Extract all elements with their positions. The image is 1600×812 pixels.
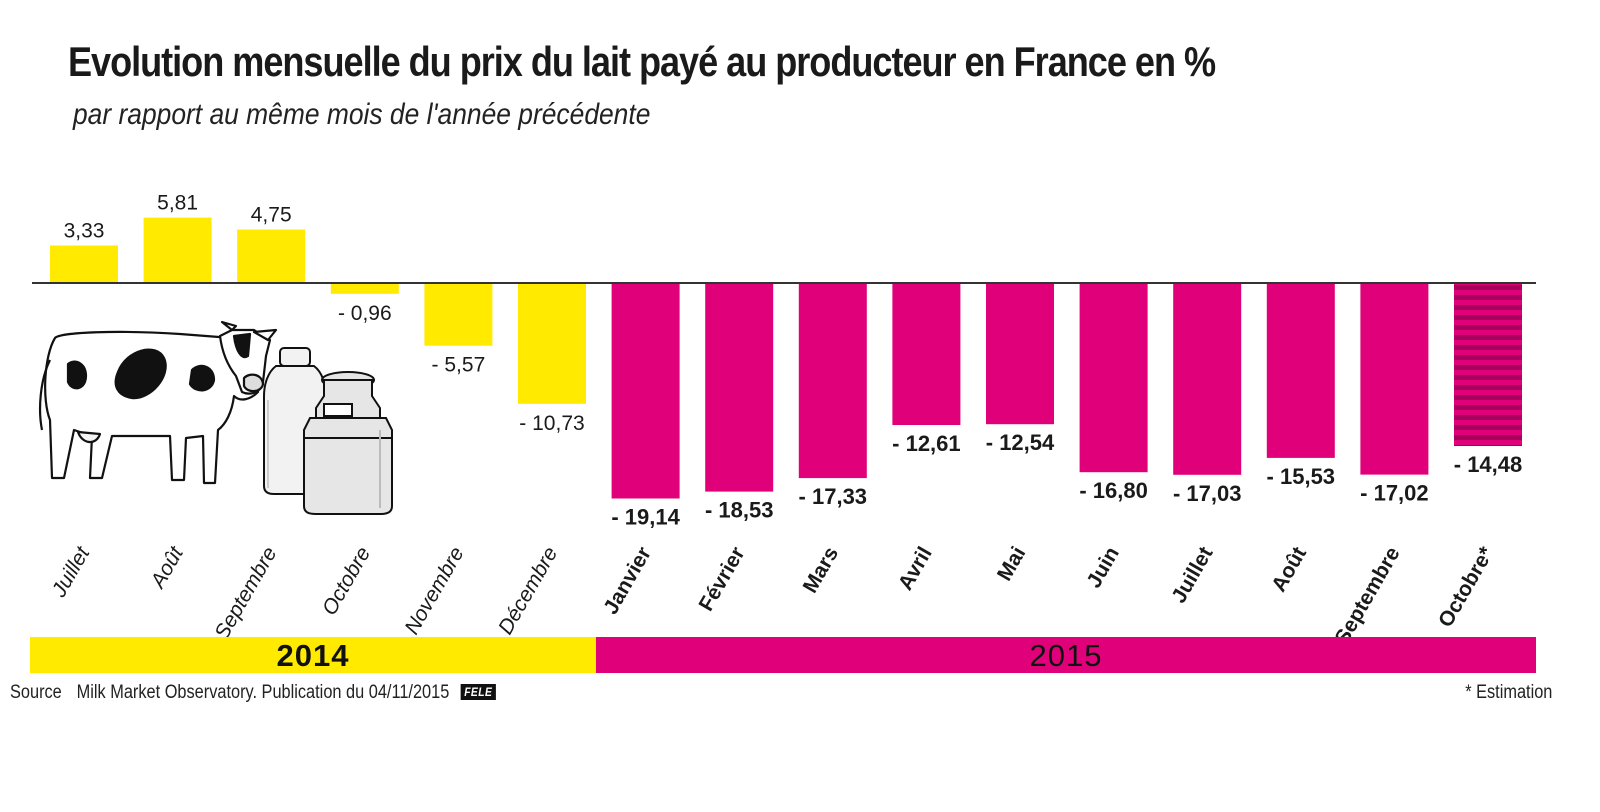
cow-icon [38,320,278,485]
value-label-7: - 19,14 [611,505,680,530]
category-label-10: Avril [894,543,937,594]
bar-5 [424,283,493,346]
category-label-13: Juillet [1167,543,1217,607]
category-label-2: Août [145,542,188,594]
value-label-3: 4,75 [251,204,292,227]
bar-8 [705,283,774,492]
category-label-7: Janvier [599,543,656,618]
source-label: Source [10,682,62,703]
bar-11 [986,283,1054,425]
value-label-12: - 16,80 [1079,478,1148,503]
estimation-footnote: * Estimation [1464,682,1552,703]
category-label-14: Août [1267,543,1311,596]
value-label-14: - 15,53 [1267,464,1336,489]
chart-subtitle: par rapport au même mois de l'année préc… [73,98,651,131]
bar-12 [1079,283,1148,473]
chart-title: Evolution mensuelle du prix du lait payé… [68,38,1216,85]
milk-can-icon [303,371,393,515]
value-label-1: 3,33 [64,220,105,243]
category-label-11: Mai [993,543,1030,585]
year-band-2015: 2015 [596,637,1536,673]
category-label-3: Septembre [210,543,281,643]
bars-group [50,217,1522,499]
category-label-15: Septembre [1331,543,1405,649]
category-label-1: Juillet [47,542,95,602]
value-label-16: - 14,48 [1454,452,1523,477]
dairy-illustration [38,320,393,515]
bar-4 [330,283,399,294]
source-text: Milk Market Observatory. Publication du … [76,682,450,703]
category-labels-group: Juillet Août Septembre Octobre Novembre Décem… [47,542,1499,649]
category-label-6: Décembre [494,543,562,638]
publisher-logo: FELE [460,684,496,700]
value-label-9: - 17,33 [799,484,868,509]
bar-13 [1173,283,1242,475]
bar-2 [143,217,212,283]
bar-1 [50,245,118,283]
value-labels-group: 3,33 5,81 4,75 - 0,96 - 5,57 - 10,73 - 19,14 - … [64,192,1523,530]
source-note: Source Milk Market Observatory. Publicat… [10,682,496,704]
value-label-15: - 17,02 [1360,481,1429,506]
value-label-2: 5,81 [157,192,198,215]
value-label-6: - 10,73 [519,412,584,435]
value-label-13: - 17,03 [1173,481,1242,506]
value-label-11: - 12,54 [986,430,1055,455]
value-label-5: - 5,57 [432,354,486,377]
value-label-10: - 12,61 [892,431,961,456]
category-label-8: Février [695,543,750,615]
category-label-9: Mars [799,543,843,597]
value-label-4: - 0,96 [338,302,392,325]
category-label-16: Octobre* [1434,542,1499,631]
bar-16 [1454,283,1522,446]
bar-7 [611,283,680,499]
category-label-12: Juin [1082,543,1124,592]
bar-15 [1360,283,1429,475]
bar-14 [1266,283,1335,458]
category-label-4: Octobre [318,543,375,619]
bar-6 [518,283,586,404]
bar-9 [798,283,867,479]
category-label-5: Novembre [400,543,468,638]
bar-10 [892,283,961,425]
bar-3 [237,229,306,283]
year-band-2014: 2014 [30,637,596,673]
value-label-8: - 18,53 [705,498,774,523]
